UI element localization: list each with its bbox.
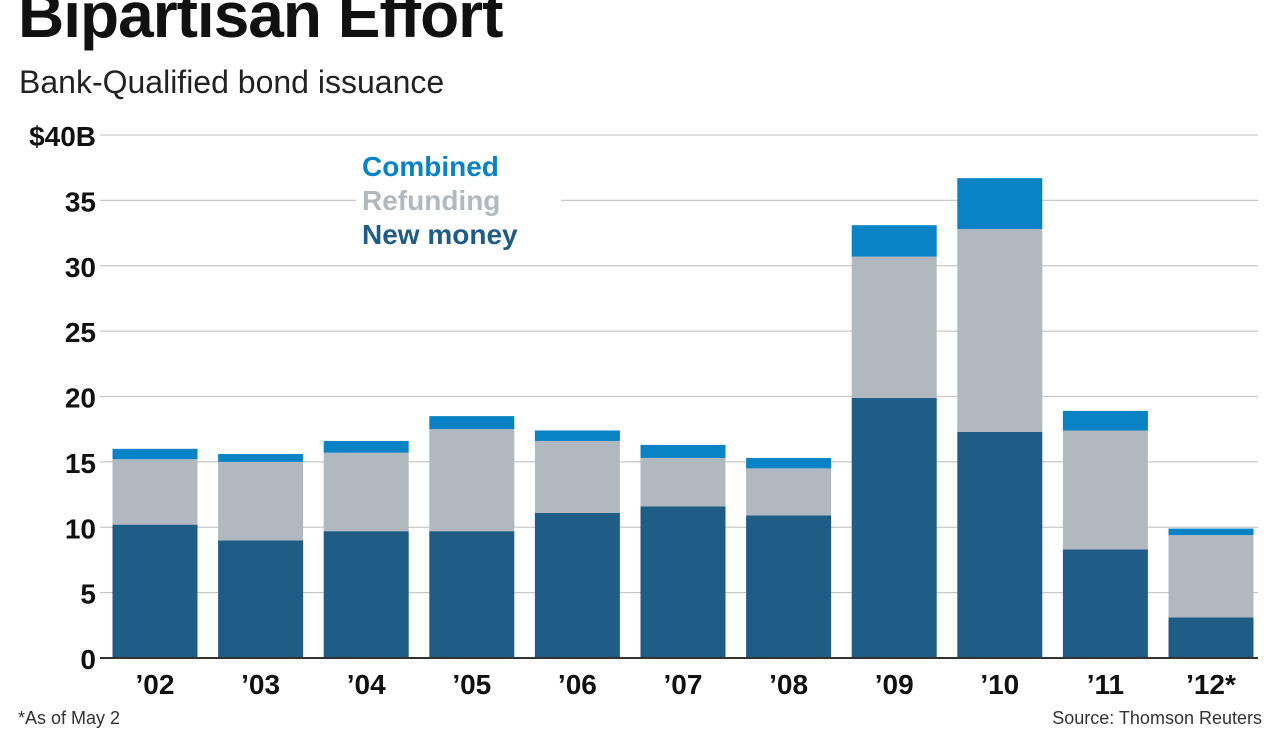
legend-entry: Refunding xyxy=(362,185,500,216)
legend-backdrop xyxy=(356,148,561,182)
bar-combined xyxy=(746,457,832,469)
chart-subtitle: Bank-Qualified bond issuance xyxy=(19,64,445,100)
x-tick-label: ’02 xyxy=(136,669,175,700)
legend-backdrop xyxy=(356,182,561,216)
legend-backdrop xyxy=(356,216,561,250)
bar-new-money xyxy=(957,431,1043,658)
bar-new-money xyxy=(1062,549,1148,658)
x-tick-label: ’05 xyxy=(452,669,491,700)
y-tick-label: 10 xyxy=(65,513,96,544)
bar-refunding xyxy=(112,459,198,525)
footnote: *As of May 2 xyxy=(18,708,121,728)
y-tick-label: 0 xyxy=(80,644,96,675)
x-tick-label: ’06 xyxy=(558,669,597,700)
bar-refunding xyxy=(957,229,1043,432)
bar-refunding xyxy=(1168,535,1254,618)
x-tick-label: ’09 xyxy=(875,669,914,700)
y-tick-label: $40B xyxy=(29,121,96,152)
bar-new-money xyxy=(323,531,409,658)
y-tick-label: 20 xyxy=(65,383,96,414)
chart-title: Bipartisan Effort xyxy=(18,0,503,51)
bar-refunding xyxy=(534,440,620,513)
bar-refunding xyxy=(640,457,726,507)
y-tick-label: 5 xyxy=(80,579,96,610)
x-tick-label: ’12* xyxy=(1186,669,1236,700)
bar-new-money xyxy=(1168,617,1254,658)
bar-refunding xyxy=(429,429,515,532)
bar-new-money xyxy=(746,515,832,658)
bar-combined xyxy=(851,225,937,257)
bar-refunding xyxy=(851,256,937,398)
bar-combined xyxy=(1168,528,1254,536)
x-tick-label: ’10 xyxy=(980,669,1019,700)
bar-combined xyxy=(957,178,1043,230)
bar-new-money xyxy=(640,506,726,658)
legend-entry: Combined xyxy=(362,151,499,182)
bar-refunding xyxy=(746,468,832,516)
bar-combined xyxy=(112,448,198,460)
bar-combined xyxy=(640,444,726,458)
bar-combined xyxy=(323,440,409,453)
bar-combined xyxy=(429,416,515,430)
x-tick-label: ’11 xyxy=(1087,669,1124,700)
bar-refunding xyxy=(1062,430,1148,550)
source-note: Source: Thomson Reuters xyxy=(1052,708,1262,728)
x-tick-label: ’04 xyxy=(347,669,386,700)
y-tick-label: 25 xyxy=(65,317,96,348)
legend-entry: New money xyxy=(362,219,518,250)
bar-refunding xyxy=(218,461,304,541)
x-tick-label: ’08 xyxy=(769,669,808,700)
y-tick-label: 30 xyxy=(65,252,96,283)
bar-combined xyxy=(534,430,620,441)
y-tick-label: 15 xyxy=(65,448,96,479)
bar-new-money xyxy=(112,524,198,658)
bar-combined xyxy=(218,454,304,462)
x-tick-label: ’03 xyxy=(241,669,280,700)
bar-new-money xyxy=(218,540,304,658)
bar-new-money xyxy=(534,512,620,658)
bar-new-money xyxy=(429,531,515,658)
bar-refunding xyxy=(323,452,409,532)
x-tick-label: ’07 xyxy=(664,669,703,700)
bar-new-money xyxy=(851,397,937,658)
bar-combined xyxy=(1062,410,1148,431)
y-tick-label: 35 xyxy=(65,186,96,217)
